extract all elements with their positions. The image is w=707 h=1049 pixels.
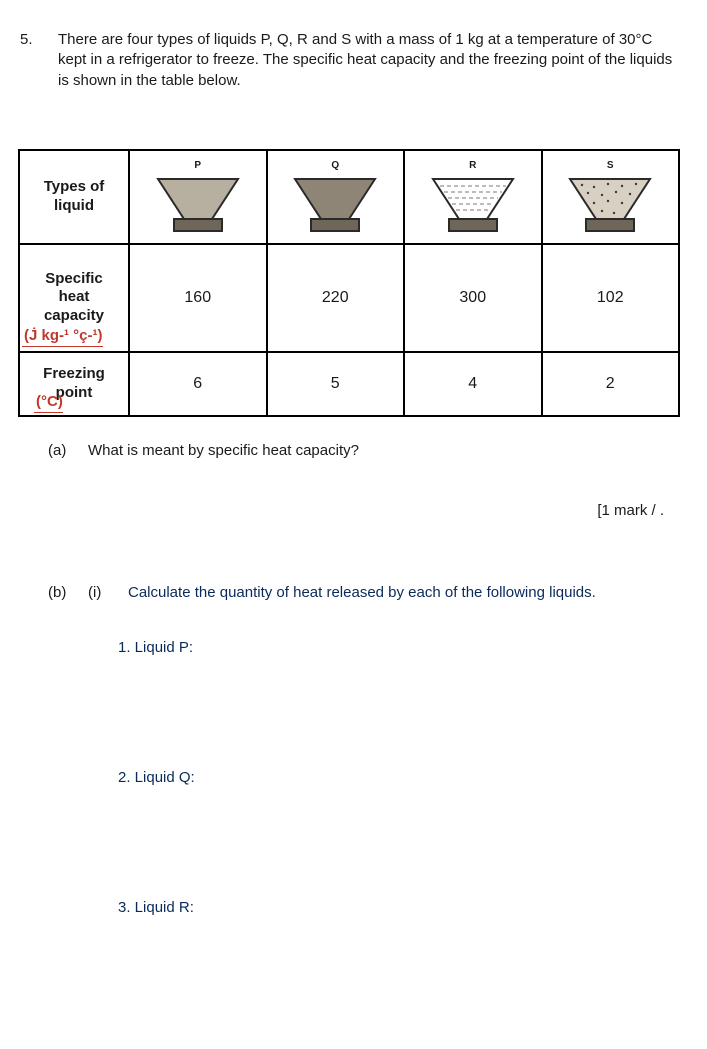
mold-icon-Q	[287, 173, 383, 235]
part-a-text: What is meant by specific heat capacity?	[88, 441, 359, 461]
cell-mold-R: R	[404, 150, 542, 244]
item-liquid-R: 3. Liquid R:	[20, 898, 682, 918]
shc-R: 300	[404, 244, 542, 352]
part-b-i-text: Calculate the quantity of heat released …	[128, 583, 682, 603]
row-fp: Freezing point (°C) 6 5 4 2	[19, 352, 679, 416]
mold-label-R: R	[469, 159, 476, 173]
cell-mold-S: S	[542, 150, 680, 244]
part-b: (b) (i) Calculate the quantity of heat r…	[20, 583, 682, 603]
cell-mold-Q: Q	[267, 150, 405, 244]
item-liquid-Q: 2. Liquid Q:	[20, 768, 682, 788]
hdr-shc: Specific heat capacity (J̇ kg-¹ °ç-¹)	[19, 244, 129, 352]
row-shc: Specific heat capacity (J̇ kg-¹ °ç-¹) 16…	[19, 244, 679, 352]
part-a: (a) What is meant by specific heat capac…	[20, 441, 682, 461]
fp-R: 4	[404, 352, 542, 416]
shc-l1: Specific	[45, 270, 103, 287]
shc-S: 102	[542, 244, 680, 352]
question-number: 5.	[20, 30, 44, 91]
hdr-types-text: Types of liquid	[24, 176, 124, 218]
mold-label-Q: Q	[331, 159, 339, 173]
fp-P: 6	[129, 352, 267, 416]
item-liquid-P: 1. Liquid P:	[20, 638, 682, 658]
hdr-fp: Freezing point (°C)	[19, 352, 129, 416]
mold-icon-P	[150, 173, 246, 235]
question-row: 5. There are four types of liquids P, Q,…	[20, 30, 682, 91]
question-text: There are four types of liquids P, Q, R …	[58, 30, 682, 91]
part-b-i-label: (i)	[88, 583, 116, 603]
mold-label-P: P	[194, 159, 201, 173]
shc-l2: heat	[59, 288, 90, 305]
shc-l3: capacity	[44, 307, 104, 324]
fp-Q: 5	[267, 352, 405, 416]
fp-S: 2	[542, 352, 680, 416]
fp-unit: (°C)	[34, 392, 63, 413]
mold-icon-S	[562, 173, 658, 235]
hdr-types: Types of liquid	[19, 150, 129, 244]
shc-Q: 220	[267, 244, 405, 352]
shc-P: 160	[129, 244, 267, 352]
row-types: Types of liquid P Q R	[19, 150, 679, 244]
part-b-label: (b)	[48, 583, 76, 603]
part-a-mark: [1 mark / .	[20, 501, 682, 521]
mold-icon-R	[425, 173, 521, 235]
shc-unit: (J̇ kg-¹ °ç-¹)	[22, 326, 103, 347]
cell-mold-P: P	[129, 150, 267, 244]
data-table: Types of liquid P Q R	[18, 149, 680, 417]
part-a-label: (a)	[48, 441, 76, 461]
mold-label-S: S	[607, 159, 614, 173]
fp-l1: Freezing	[43, 365, 105, 382]
